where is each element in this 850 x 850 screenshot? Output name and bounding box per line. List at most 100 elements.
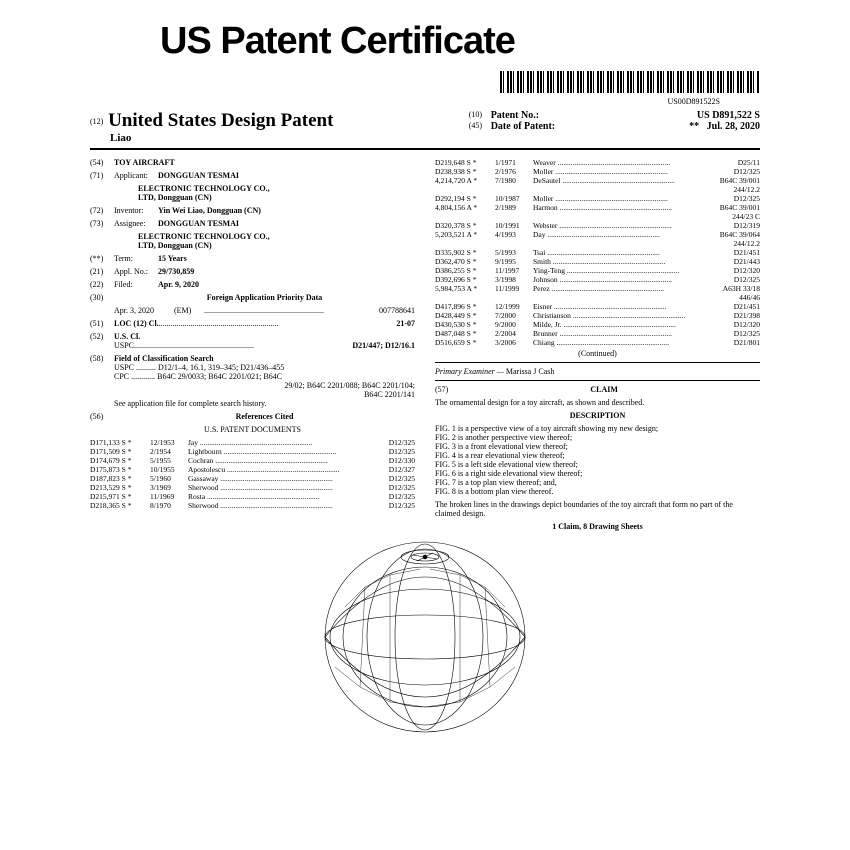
uspc-label: USPC	[114, 341, 134, 350]
reference-row: D292,194 S *10/1987Moller D12/325	[435, 194, 760, 203]
foreign-priority-title: Foreign Application Priority Data	[207, 293, 323, 302]
code-term: (**)	[90, 254, 114, 263]
uspc-search: USPC .......... D12/1–4, 16.1, 319–345; …	[114, 363, 415, 372]
priority-cc: (EM)	[174, 306, 204, 315]
reference-row: D417,896 S *12/1999Eisner D21/451	[435, 302, 760, 311]
applno-label: Appl. No.:	[114, 267, 158, 276]
code-51: (51)	[90, 319, 114, 328]
reference-row: D428,449 S *7/2000Christianson D21/398	[435, 311, 760, 320]
term-value: 15 Years	[158, 254, 415, 263]
reference-row: 4,804,156 A *2/1989Harmon B64C 39/001	[435, 203, 760, 212]
loc-label: LOC (12) Cl.	[114, 319, 159, 328]
header-right: (10) Patent No.: US D891,522 S (45) Date…	[469, 110, 760, 144]
code-12: (12)	[90, 117, 103, 126]
code-30: (30)	[90, 293, 114, 302]
invention-title: TOY AIRCRAFT	[114, 158, 175, 167]
assignee-line1: DONGGUAN TESMAI	[158, 219, 415, 228]
divider-2	[435, 380, 760, 381]
reference-row: D187,823 S *5/1960Gassaway D12/325	[90, 474, 415, 483]
code-45: (45)	[469, 121, 491, 132]
code-72: (72)	[90, 206, 114, 215]
priority-date: Apr. 3, 2020	[114, 306, 174, 315]
filed-value: Apr. 9, 2020	[158, 280, 415, 289]
reference-row: D175,873 S *10/1955Apostolescu D12/327	[90, 465, 415, 474]
assignee-line3: LTD, Dongguan (CN)	[138, 241, 415, 250]
loc-dots	[159, 319, 397, 328]
reference-row: 5,203,521 A *4/1993Day B64C 39/064	[435, 230, 760, 239]
divider	[435, 362, 760, 363]
reference-row: 244/23 C	[435, 212, 760, 221]
assignee-line2: ELECTRONIC TECHNOLOGY CO.,	[138, 232, 415, 241]
figure-line: FIG. 7 is a top plan view thereof; and,	[435, 478, 760, 487]
inventor-value: Yin Wei Liao, Dongguan (CN)	[158, 206, 415, 215]
assignee-label: Assignee:	[114, 219, 158, 228]
sphere-drawing-icon	[305, 537, 545, 737]
date-stars: **	[689, 121, 699, 132]
left-column: (54)TOY AIRCRAFT (71)Applicant:DONGGUAN …	[90, 158, 415, 531]
code-52: (52)	[90, 332, 114, 341]
header-left: (12) United States Design Patent Liao	[90, 110, 469, 144]
reference-row: D335,902 S *5/1993Tsai D21/451	[435, 248, 760, 257]
reference-row: D516,659 S *3/2006Chiang D21/801	[435, 338, 760, 347]
figure-line: FIG. 8 is a bottom plan view thereof.	[435, 487, 760, 496]
applicant-line1: DONGGUAN TESMAI	[158, 171, 415, 180]
reference-row: 5,984,753 A *11/1999Perez A63H 33/18	[435, 284, 760, 293]
code-73: (73)	[90, 219, 114, 228]
fcs-label: Field of Classification Search	[114, 354, 214, 363]
reference-row: D218,365 S *8/1970Sherwood D12/325	[90, 501, 415, 510]
code-71: (71)	[90, 171, 114, 180]
cpc-search1: CPC ............ B64C 29/0033; B64C 2201…	[114, 372, 415, 381]
figure-descriptions: FIG. 1 is a perspective view of a toy ai…	[435, 424, 760, 496]
cpc-search3: B64C 2201/141	[114, 390, 415, 399]
continued-label: (Continued)	[435, 349, 760, 358]
patent-drawing	[90, 537, 760, 739]
figure-line: FIG. 6 is a right side elevational view …	[435, 469, 760, 478]
right-column: D219,648 S *1/1971Weaver D25/11D238,938 …	[435, 158, 760, 531]
code-22: (22)	[90, 280, 114, 289]
main-title: US Patent Certificate	[160, 20, 760, 63]
cpc-search2: 29/02; B64C 2201/088; B64C 2201/104;	[114, 381, 415, 390]
claim-text: The ornamental design for a toy aircraft…	[435, 398, 760, 407]
uspc-dots	[134, 341, 352, 350]
reference-row: 244/12.2	[435, 185, 760, 194]
reference-row: D320,378 S *10/1991Webster D12/319	[435, 221, 760, 230]
code-58: (58)	[90, 354, 114, 363]
figure-line: FIG. 1 is a perspective view of a toy ai…	[435, 424, 760, 433]
code-56: (56)	[90, 412, 114, 421]
claim-count: 1 Claim, 8 Drawing Sheets	[435, 522, 760, 531]
reference-row: D430,530 S *9/2000Milde, Jr. D12/320	[435, 320, 760, 329]
us-patent-docs-header: U.S. PATENT DOCUMENTS	[90, 425, 415, 434]
reference-row: D171,133 S *12/1953Jay D12/325	[90, 438, 415, 447]
priority-num: 007788641	[379, 306, 415, 315]
claim-title: CLAIM	[590, 385, 618, 394]
patent-page: US Patent Certificate US00D891522S (12) …	[0, 0, 850, 739]
loc-value: 21-07	[396, 319, 415, 328]
applicant-label: Applicant:	[114, 171, 158, 180]
term-label: Term:	[114, 254, 158, 263]
reference-row: D174,679 S *5/1955Cochran D12/330	[90, 456, 415, 465]
filed-label: Filed:	[114, 280, 158, 289]
examiner-name: Marissa J Cash	[506, 367, 554, 376]
applicant-line2: ELECTRONIC TECHNOLOGY CO.,	[138, 184, 415, 193]
examiner-label: Primary Examiner —	[435, 367, 504, 376]
references-right: D219,648 S *1/1971Weaver D25/11D238,938 …	[435, 158, 760, 347]
date-label: Date of Patent:	[491, 121, 581, 132]
figure-line: FIG. 5 is a left side elevational view t…	[435, 460, 760, 469]
barcode-graphic	[500, 71, 760, 93]
figure-line: FIG. 2 is another perspective view there…	[435, 433, 760, 442]
patent-no-label: Patent No.:	[491, 110, 581, 121]
patent-no: US D891,522 S	[581, 110, 760, 121]
reference-row: 446/46	[435, 293, 760, 302]
uspc-value: D21/447; D12/16.1	[352, 341, 415, 350]
description-title: DESCRIPTION	[435, 411, 760, 420]
reference-row: 244/12.2	[435, 239, 760, 248]
reference-row: D392,696 S *3/1998Johnson D12/325	[435, 275, 760, 284]
patent-date: Jul. 28, 2020	[707, 121, 760, 132]
barcode-block: US00D891522S	[90, 71, 760, 106]
code-54: (54)	[90, 158, 114, 167]
reference-row: D386,255 S *11/1997Ying-Teng D12/320	[435, 266, 760, 275]
figure-line: FIG. 4 is a rear elevational view thereo…	[435, 451, 760, 460]
reference-row: D215,971 S *11/1969Rosta D12/325	[90, 492, 415, 501]
patent-type-title: United States Design Patent	[108, 110, 333, 131]
reference-row: D362,470 S *9/1995Smith D21/443	[435, 257, 760, 266]
